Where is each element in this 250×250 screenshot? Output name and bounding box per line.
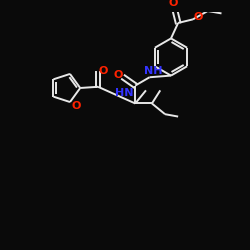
Text: HN: HN — [115, 88, 134, 98]
Text: O: O — [194, 12, 203, 22]
Text: O: O — [99, 66, 108, 76]
Text: O: O — [169, 0, 178, 8]
Text: NH: NH — [144, 66, 162, 76]
Text: O: O — [114, 70, 123, 80]
Text: O: O — [72, 100, 81, 110]
